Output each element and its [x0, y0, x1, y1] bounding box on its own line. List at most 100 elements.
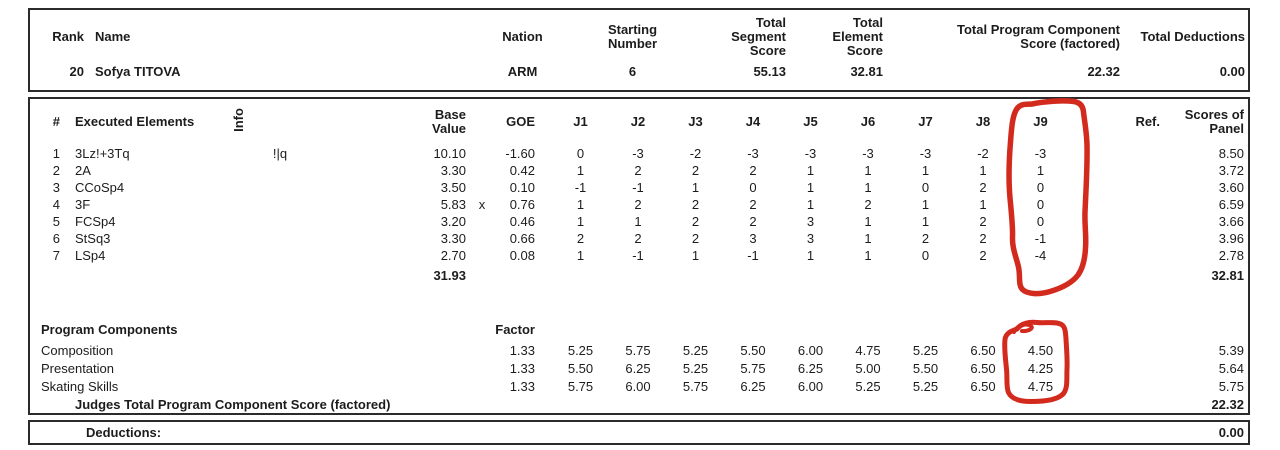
judge-component-score: 5.50: [912, 361, 939, 376]
col-header-info: Info: [216, 99, 344, 145]
col-header-total-deductions: Total Deductions: [1140, 29, 1245, 44]
element-panel-score: 3.60: [1218, 179, 1244, 195]
judge-goe-score: -1: [747, 247, 759, 263]
judge-component-score: 5.25: [855, 379, 881, 394]
judge-goe-score: 1: [576, 247, 585, 263]
element-base-value: 5.83: [440, 196, 466, 212]
element-row: 2 2A 3.30 0.42 1 2 2 2 1 1 1 1 1 3.72: [30, 162, 1248, 179]
summary-header-row: Rank Name Nation Starting Number Total S…: [30, 10, 1248, 64]
component-panel-score: 5.39: [1218, 343, 1244, 358]
component-factor: 1.33: [509, 343, 535, 358]
skater-result-row: 20 Sofya TITOVA ARM 6 55.13 32.81 22.32 …: [30, 64, 1248, 90]
element-name: 3F: [75, 196, 91, 212]
spacer-row: [30, 292, 1248, 318]
empty-cell: [30, 264, 64, 292]
judge-goe-score: 2: [749, 213, 757, 229]
judge-goe-score: 2: [634, 196, 642, 212]
total-base-value: 31.93: [433, 268, 466, 283]
element-goe: 0.76: [509, 196, 535, 212]
judge-goe-score: 2: [691, 162, 700, 178]
element-goe: 0.10: [509, 179, 535, 195]
element-base-value: 3.50: [440, 179, 466, 195]
col-header-judge: J5: [803, 114, 818, 129]
element-info: [216, 162, 344, 179]
element-name: LSp4: [75, 247, 106, 263]
judge-component-score: 5.25: [567, 343, 594, 358]
element-panel-score: 2.78: [1218, 247, 1244, 263]
col-header-name: Name: [95, 29, 131, 44]
judge-component-score: 5.75: [625, 343, 651, 358]
judge-component-score: 5.75: [682, 379, 709, 394]
element-base-value: 3.30: [440, 162, 466, 178]
col-header-judge: J8: [975, 114, 991, 129]
judge-component-score: 6.00: [625, 379, 651, 394]
judge-goe-score: 1: [576, 162, 585, 178]
element-row: 6 StSq3 3.30 0.66 2 2 2 3 3 1 2 2 -1 3.96: [30, 230, 1248, 247]
judge-component-score: 6.00: [797, 379, 824, 394]
empty-cell: [552, 264, 1069, 292]
empty-cell: [216, 264, 344, 292]
judge-goe-score: 1: [921, 213, 930, 229]
program-components-label: Program Components: [41, 322, 178, 337]
ref-cell: [1069, 196, 1180, 213]
ref-cell: [1069, 342, 1180, 360]
judge-component-score: 5.00: [855, 361, 881, 376]
program-components-header-row: Program Components Factor: [30, 318, 1248, 342]
empty-cell: [496, 264, 552, 292]
empty-cell: [552, 318, 1248, 342]
elements-total-row: 31.93 32.81: [30, 264, 1248, 292]
component-factor: 1.33: [509, 361, 535, 376]
judge-goe-score: -3: [804, 145, 817, 161]
judge-goe-score: -3: [747, 145, 759, 161]
ref-cell: [1069, 360, 1180, 378]
judge-component-score: 6.25: [797, 361, 824, 376]
starting-number-value: 6: [628, 64, 637, 79]
judge-goe-score: 2: [979, 213, 987, 229]
col-header-judge: J3: [688, 114, 703, 129]
deductions-table: Deductions: 0.00: [30, 422, 1248, 443]
judge-goe-score: 0: [1036, 213, 1045, 229]
judge-goe-score: -3: [862, 145, 874, 161]
skater-summary-box: Rank Name Nation Starting Number Total S…: [28, 8, 1250, 92]
judge-component-score: 4.50: [1027, 343, 1054, 358]
empty-cell: [64, 264, 216, 292]
judge-goe-score: 2: [979, 179, 987, 195]
judge-component-score: 5.25: [682, 343, 709, 358]
judge-goe-score: 2: [691, 230, 700, 246]
judges-total-value: 22.32: [1211, 397, 1244, 412]
judge-goe-score: 1: [979, 162, 987, 178]
col-header-judge: J6: [860, 114, 876, 129]
judge-component-score: 4.75: [1027, 379, 1054, 394]
judge-goe-score: 3: [749, 230, 757, 246]
judge-goe-score: 0: [921, 179, 930, 195]
element-row: 5 FCSp4 3.20 0.46 1 1 2 2 3 1 1 2 0 3.66: [30, 213, 1248, 230]
col-header-judge: J7: [918, 114, 933, 129]
total-element-score-value: 32.81: [850, 64, 883, 79]
component-row: Skating Skills 1.33 5.75 6.00 5.75 6.25 6.00 5.…: [30, 378, 1248, 396]
element-info: !|q: [272, 145, 288, 161]
ref-cell: [1069, 213, 1180, 230]
judge-goe-score: 1: [806, 196, 815, 212]
element-row: 4 3F 5.83 x 0.76 1 2 2 2 1 2 1 1 0 6.59: [30, 196, 1248, 213]
judge-component-score: 5.25: [912, 379, 939, 394]
judge-goe-score: -2: [689, 145, 702, 161]
factor-label: Factor: [495, 322, 535, 337]
total-deductions-value: 0.00: [1219, 64, 1245, 79]
judge-goe-score: -3: [1034, 145, 1047, 161]
col-header-executed-elements: Executed Elements: [75, 114, 195, 129]
empty-cell: [552, 396, 1180, 414]
element-panel-score: 6.59: [1218, 196, 1244, 212]
element-number: 6: [52, 230, 60, 246]
scoring-detail-box: # Executed Elements Info Base Value GOE J1 J2 J…: [28, 97, 1250, 415]
element-info: [216, 179, 344, 196]
component-name: Skating Skills: [41, 379, 119, 394]
element-row: 1 3Lz!+3Tq !|q 10.10 -1.60 0 -3 -2 -3 -3 -3 -3 -2 -3 8…: [30, 145, 1248, 162]
judge-goe-score: 1: [806, 247, 815, 263]
judge-goe-score: -1: [632, 247, 644, 263]
col-header-judge: J4: [745, 114, 761, 129]
component-panel-score: 5.64: [1218, 361, 1244, 376]
element-row: 7 LSp4 2.70 0.08 1 -1 1 -1 1 1 0 2 -4 2.78: [30, 247, 1248, 264]
element-name: FCSp4: [75, 213, 116, 229]
judge-goe-score: 1: [576, 196, 585, 212]
judge-component-score: 5.50: [567, 361, 594, 376]
